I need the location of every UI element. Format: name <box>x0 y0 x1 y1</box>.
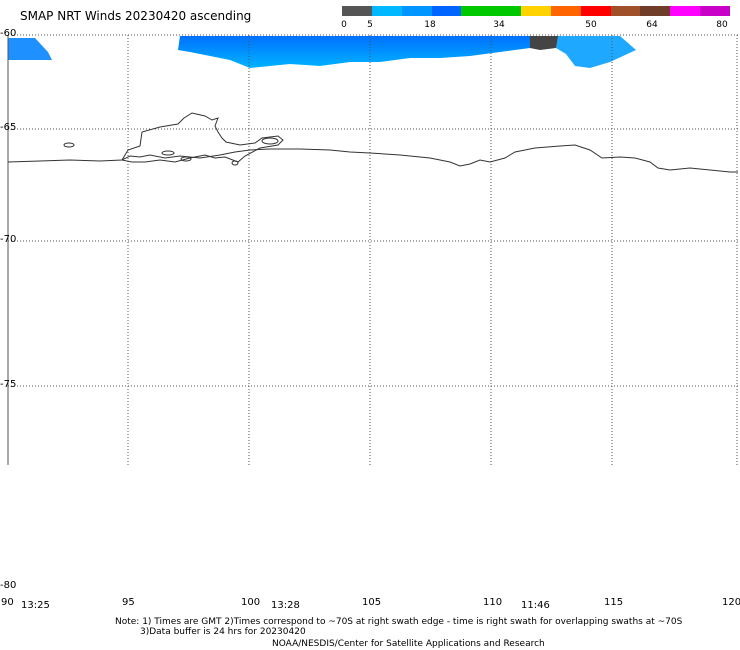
lon-label-105: 105 <box>362 597 382 608</box>
colorbar-segment-1 <box>371 6 402 16</box>
colorbar-segment-5 <box>491 6 522 16</box>
wind-swath-main <box>178 36 530 68</box>
legend-label-64: 64 <box>646 20 658 30</box>
footnote-line-2: 3)Data buffer is 24 hrs for 20230420 <box>140 627 306 637</box>
lat-label-65: -65 <box>0 122 17 133</box>
colorbar-segment-4 <box>461 6 492 16</box>
legend-label-18: 18 <box>424 20 436 30</box>
footnote-line-1: Note: 1) Times are GMT 2)Times correspon… <box>115 617 683 627</box>
island-2 <box>161 150 175 156</box>
lon-label-90: 90 <box>1 597 14 608</box>
lon-label-110: 110 <box>483 597 503 608</box>
lat-label-75: -75 <box>0 379 17 390</box>
coastline-peninsula <box>121 112 284 163</box>
island-3 <box>180 156 192 162</box>
island-4 <box>261 137 279 145</box>
lon-label-100: 100 <box>241 597 261 608</box>
lat-label-70: -70 <box>0 234 17 245</box>
legend-label-50: 50 <box>585 20 597 30</box>
wind-swath-right <box>556 36 636 68</box>
swath-time-2: 13:28 <box>271 600 300 611</box>
colorbar-segment-7 <box>550 6 581 16</box>
colorbar-segment-9 <box>610 6 641 16</box>
swath-time-1: 13:25 <box>21 600 50 611</box>
lon-label-120: 120 <box>722 597 740 608</box>
antarctic-coastline <box>7 144 738 173</box>
island-5 <box>231 160 239 166</box>
legend-label-34: 34 <box>493 20 505 30</box>
swath-time-3: 11:46 <box>521 600 550 611</box>
colorbar-segment-10 <box>640 6 671 16</box>
legend-label-80: 80 <box>716 20 728 30</box>
colorbar-segment-0 <box>342 6 372 16</box>
colorbar-segment-11 <box>670 6 701 16</box>
colorbar-segment-12 <box>700 6 730 16</box>
lat-label-60: -60 <box>0 28 17 39</box>
wind-swath-dark <box>530 36 560 50</box>
lat-label-80: -80 <box>0 580 17 591</box>
colorbar-segment-2 <box>401 6 432 16</box>
colorbar-segment-8 <box>580 6 611 16</box>
wind-speed-colorbar <box>342 6 730 16</box>
legend-label-0: 0 <box>341 20 347 30</box>
credit-line: NOAA/NESDIS/Center for Satellite Applica… <box>272 639 545 649</box>
colorbar-segment-3 <box>431 6 462 16</box>
wind-swath-left <box>8 38 52 60</box>
lon-label-115: 115 <box>604 597 624 608</box>
island-1 <box>63 142 75 148</box>
legend-label-5: 5 <box>367 20 373 30</box>
lon-label-95: 95 <box>122 597 135 608</box>
colorbar-segment-6 <box>521 6 551 16</box>
map-title: SMAP NRT Winds 20230420 ascending <box>20 9 252 23</box>
